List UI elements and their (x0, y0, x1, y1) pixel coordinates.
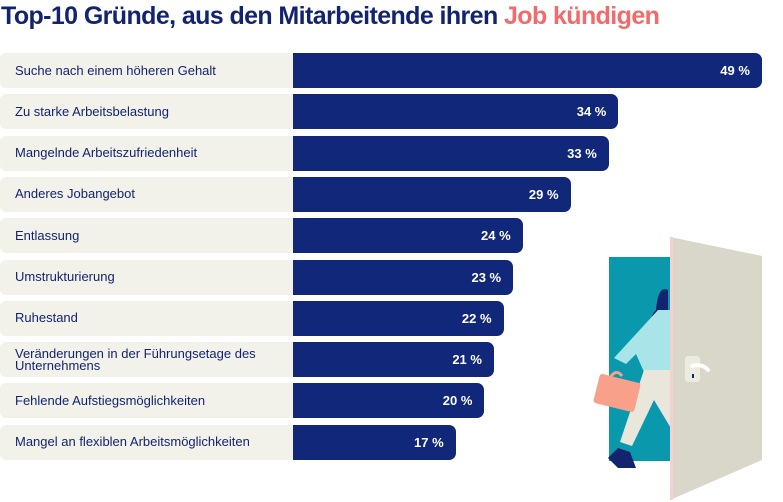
bar: 22 % (293, 300, 504, 336)
value-label: 21 % (452, 352, 482, 368)
chart-row: Entlassung 24 % (0, 218, 523, 254)
bar: 24 % (293, 218, 523, 254)
category-label: Ruhestand (0, 300, 293, 336)
chart-row: Umstrukturierung 23 % (0, 259, 514, 295)
chart-row: Fehlende Aufstiegsmöglichkeiten 20 % (0, 383, 485, 419)
bar: 49 % (293, 53, 762, 88)
chart-row: Zu starke Arbeitsbelastung 34 % (0, 94, 619, 130)
category-label: Zu starke Arbeitsbelastung (0, 94, 293, 130)
chart-row: Mangelnde Arbeitszufriedenheit 33 % (0, 135, 609, 171)
value-label: 17 % (414, 434, 444, 450)
category-label: Mangel an flexiblen Arbeitsmöglichkeiten (0, 424, 293, 460)
title-accent: Job kündigen (504, 2, 660, 30)
value-label: 34 % (576, 104, 607, 120)
chart-row: Ruhestand 22 % (0, 300, 504, 336)
category-label: Umstrukturierung (0, 259, 293, 295)
bar: 21 % (293, 342, 494, 378)
value-label: 23 % (471, 269, 502, 285)
chart-row: Suche nach einem höheren Gehalt 49 % (0, 53, 762, 88)
bar: 17 % (293, 424, 456, 460)
value-label: 49 % (720, 63, 750, 78)
value-label: 24 % (481, 228, 511, 244)
chart-title: Top-10 Gründe, aus den Mitarbeitende ihr… (1, 2, 660, 31)
title-main: Top-10 Gründe, aus den Mitarbeitende ihr… (1, 2, 498, 30)
bar: 29 % (293, 176, 571, 212)
value-label: 33 % (567, 145, 597, 161)
value-label: 20 % (442, 393, 473, 409)
category-label: Anderes Jobangebot (0, 176, 293, 212)
value-label: 29 % (528, 186, 559, 202)
category-label: Entlassung (0, 218, 293, 254)
category-label: Suche nach einem höheren Gehalt (0, 53, 293, 88)
person-leaving-through-door-icon (593, 237, 762, 500)
value-label: 22 % (461, 310, 492, 326)
bar: 34 % (293, 94, 619, 130)
category-label: Veränderungen in der Führungsetage des U… (0, 342, 293, 378)
chart-row: Anderes Jobangebot 29 % (0, 176, 571, 212)
category-label: Mangelnde Arbeitszufriedenheit (0, 135, 293, 171)
category-label: Fehlende Aufstiegsmöglichkeiten (0, 383, 293, 419)
bar: 33 % (293, 135, 609, 171)
bar: 23 % (293, 259, 514, 295)
chart-row: Mangel an flexiblen Arbeitsmöglichkeiten… (0, 424, 456, 460)
chart-row: Veränderungen in der Führungsetage des U… (0, 342, 494, 378)
bar: 20 % (293, 383, 485, 419)
